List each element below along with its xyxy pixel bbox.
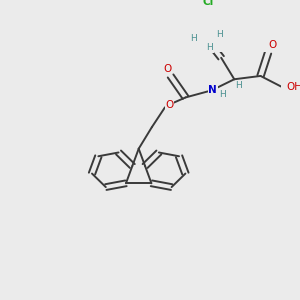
Text: O: O [164, 64, 172, 74]
Text: H: H [216, 30, 223, 39]
Text: H: H [190, 34, 196, 43]
Text: OH: OH [286, 82, 300, 92]
Text: H: H [207, 43, 213, 52]
Text: O: O [268, 40, 277, 50]
Text: Cl: Cl [202, 0, 214, 7]
Text: H: H [236, 81, 242, 90]
Text: O: O [166, 100, 174, 110]
Text: H: H [219, 90, 226, 99]
Text: N: N [208, 85, 217, 95]
